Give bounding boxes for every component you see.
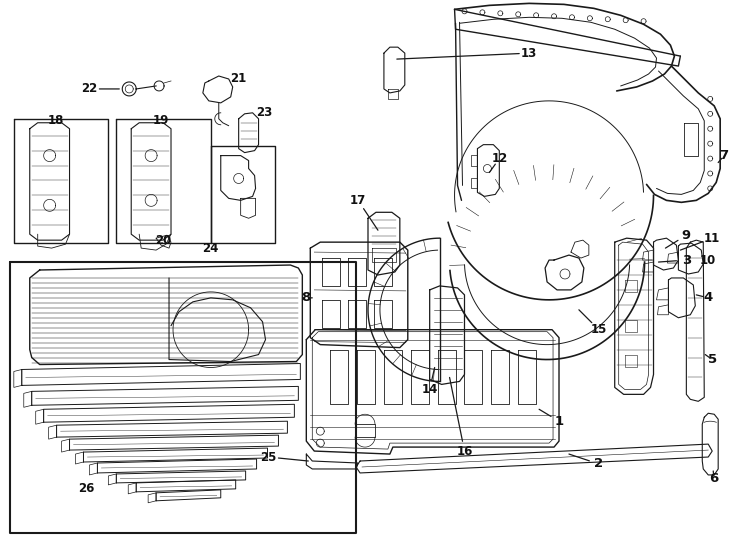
Text: 19: 19 (153, 114, 170, 127)
Text: 1: 1 (554, 415, 564, 428)
Text: 4: 4 (704, 292, 713, 305)
Text: 24: 24 (203, 241, 219, 255)
Text: 7: 7 (719, 149, 729, 162)
Text: 3: 3 (682, 254, 691, 267)
Text: 5: 5 (708, 353, 717, 366)
Text: 8: 8 (302, 292, 311, 305)
Text: 6: 6 (710, 472, 719, 485)
Text: 17: 17 (350, 194, 366, 207)
Text: 26: 26 (79, 482, 95, 495)
Text: 12: 12 (491, 152, 507, 165)
Text: 23: 23 (256, 106, 272, 119)
Text: 13: 13 (521, 46, 537, 59)
Text: 20: 20 (155, 234, 171, 247)
Text: 22: 22 (81, 83, 98, 96)
Text: 15: 15 (591, 323, 607, 336)
Text: 9: 9 (682, 228, 691, 242)
Text: 21: 21 (230, 72, 247, 85)
Text: 14: 14 (421, 383, 438, 396)
Text: 16: 16 (457, 444, 473, 457)
Text: 25: 25 (261, 450, 277, 463)
Text: 10: 10 (700, 254, 716, 267)
Text: 18: 18 (48, 114, 64, 127)
Text: 2: 2 (595, 457, 603, 470)
Text: 11: 11 (704, 232, 720, 245)
